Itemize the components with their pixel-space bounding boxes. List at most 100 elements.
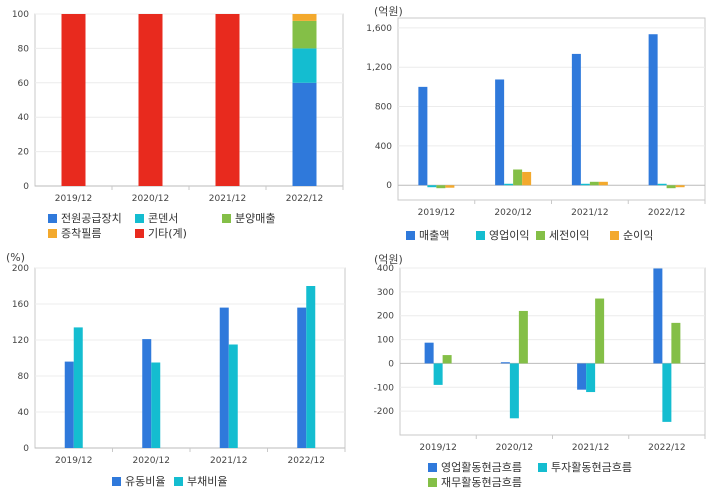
legend-label: 재무활동현금흐름 <box>441 476 522 489</box>
x-tick-label: 2020/12 <box>496 443 533 453</box>
legend-label: 증착필름 <box>61 227 102 240</box>
x-tick-label: 2022/12 <box>648 208 685 218</box>
y-tick-label: 200 <box>377 312 394 322</box>
y-tick-label: 1,200 <box>366 63 392 73</box>
bar <box>571 53 581 186</box>
x-tick-label: 2019/12 <box>55 194 92 204</box>
bar <box>445 185 455 188</box>
legend-swatch <box>538 463 547 472</box>
chart-panel-ratios: (%) 0 40 80 120 160 200 2019/12 2020/12 2021/12 2… <box>0 248 360 496</box>
y-tick-label: 0 <box>23 182 29 192</box>
bar <box>433 363 443 385</box>
bar <box>518 310 528 364</box>
legend-label: 분양매출 <box>235 212 276 225</box>
legend-label: 부채비율 <box>187 475 228 488</box>
legend-item: 영업이익 <box>476 229 529 243</box>
legend-swatch <box>428 463 437 472</box>
x-tick-label: 2019/12 <box>55 456 92 466</box>
legend-item: 부채비율 <box>174 475 227 489</box>
legend-swatch <box>222 214 231 223</box>
legend-swatch <box>174 477 183 486</box>
legend-item: 매출액 <box>406 229 449 243</box>
unit-label-income: (억원) <box>374 5 403 18</box>
bar <box>513 169 523 186</box>
bar <box>598 181 608 186</box>
chart-panel-cashflow: (억원) -200 -100 0 100 200 300 400 2019/12 2020/12… <box>360 248 720 496</box>
legend-label: 영업이익 <box>489 229 530 242</box>
bar <box>61 14 86 186</box>
x-tick-label: 2022/12 <box>288 456 325 466</box>
bar <box>73 327 83 448</box>
legend-item: 순이익 <box>610 229 653 243</box>
bar <box>442 355 452 364</box>
legend-swatch <box>610 231 619 240</box>
bar <box>151 362 161 448</box>
y-tick-label: 100 <box>377 336 394 346</box>
chart-panel-income: (억원) 0 400 800 1,200 1,600 2019/12 2020/12 2021… <box>360 0 720 248</box>
bar <box>509 363 519 419</box>
bar <box>142 339 152 448</box>
x-tick-label: 2022/12 <box>286 194 323 204</box>
legend-item: 분양매출 <box>222 212 275 226</box>
y-tick-label: 80 <box>18 44 30 54</box>
chart-svg-income: 0 400 800 1,200 1,600 2019/12 2020/12 2021/12 20… <box>366 17 706 218</box>
y-tick-label: 1,600 <box>366 24 392 34</box>
bar <box>418 86 428 186</box>
bar <box>577 363 587 390</box>
bar <box>666 185 676 189</box>
bar <box>595 298 605 364</box>
y-tick-label: 40 <box>18 408 30 418</box>
y-tick-label: 0 <box>388 359 394 369</box>
legend-label: 세전이익 <box>549 229 590 242</box>
legend-swatch <box>135 214 144 223</box>
x-tick-label: 2020/12 <box>133 456 170 466</box>
bar <box>297 307 307 448</box>
y-tick-label: -100 <box>374 383 395 393</box>
bar <box>292 82 317 186</box>
x-tick-label: 2020/12 <box>132 194 169 204</box>
bar <box>586 363 596 393</box>
bar <box>228 344 238 448</box>
bar <box>648 34 658 186</box>
bar <box>292 48 317 83</box>
bar <box>653 268 663 364</box>
legend-item: 영업활동현금흐름 <box>428 461 522 475</box>
bar <box>427 185 437 188</box>
x-tick-label: 2021/12 <box>572 443 609 453</box>
y-tick-label: 400 <box>377 264 394 274</box>
y-tick-label: 20 <box>18 148 30 158</box>
bar <box>671 322 681 364</box>
legend-swatch <box>406 231 415 240</box>
legend-income: 매출액 영업이익 세전이익 순이익 <box>360 0 720 248</box>
bar <box>675 185 685 188</box>
x-tick-label: 2021/12 <box>210 456 247 466</box>
bar <box>495 79 505 186</box>
legend-item: 재무활동현금흐름 <box>428 476 522 490</box>
chart-svg-sales-mix: 0 20 40 60 80 100 2019/12 2020/12 2021/12 2022/12 <box>12 10 344 204</box>
y-tick-label: 60 <box>18 79 30 89</box>
chart-svg-ratios: 0 40 80 120 160 200 2019/12 2020/12 2021/12 2022/… <box>12 264 346 466</box>
y-tick-label: 80 <box>18 372 30 382</box>
bar <box>219 307 229 448</box>
bar <box>436 185 446 189</box>
legend-swatch <box>536 231 545 240</box>
y-tick-label: 40 <box>18 113 30 123</box>
legend-item: 기타(계) <box>135 227 187 241</box>
x-tick-label: 2020/12 <box>494 208 531 218</box>
y-tick-label: 120 <box>12 336 29 346</box>
bar <box>522 171 532 186</box>
unit-label-ratios: (%) <box>6 251 26 264</box>
legend-sales-mix: 전원공급장치 콘덴서 분양매출 증착필름 기타(계) <box>0 0 360 248</box>
chart-panel-sales-mix: 0 20 40 60 80 100 2019/12 2020/12 2021/12 2022/12… <box>0 0 360 248</box>
legend-item: 투자활동현금흐름 <box>538 461 632 475</box>
x-tick-label: 2019/12 <box>419 443 456 453</box>
legend-item: 전원공급장치 <box>48 212 122 226</box>
x-tick-label: 2021/12 <box>571 208 608 218</box>
bar <box>662 363 672 422</box>
bar <box>215 14 240 186</box>
chart-svg-cashflow: -200 -100 0 100 200 300 400 2019/12 2020/12 2021/… <box>374 264 706 453</box>
legend-label: 유동비율 <box>125 475 166 488</box>
legend-label: 투자활동현금흐름 <box>551 461 632 474</box>
bar <box>64 361 74 448</box>
bar <box>657 183 667 186</box>
